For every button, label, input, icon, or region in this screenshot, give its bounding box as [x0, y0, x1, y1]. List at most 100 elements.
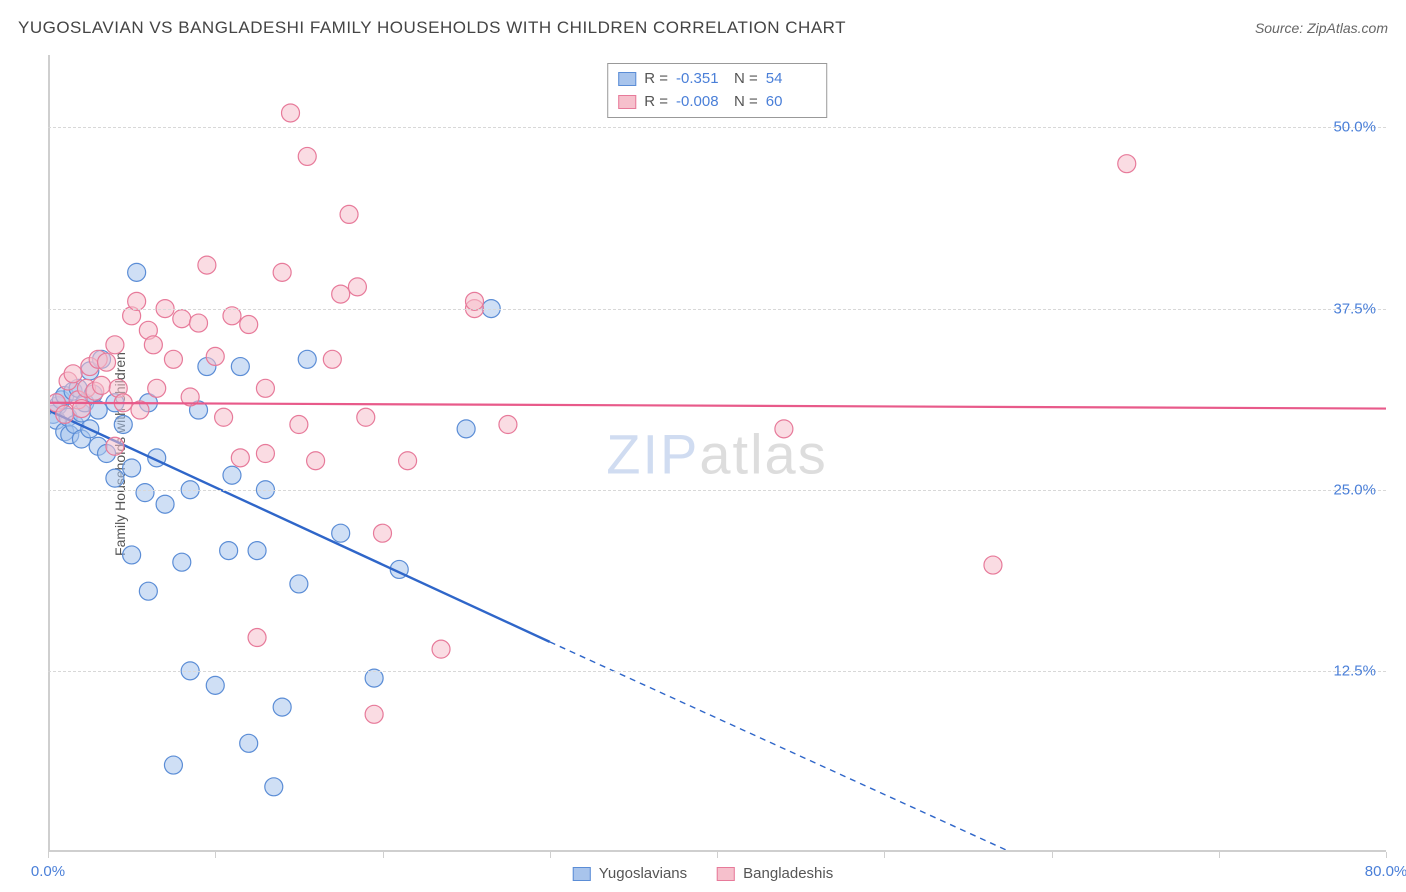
y-tick-label: 12.5% [1333, 662, 1376, 679]
chart-title: YUGOSLAVIAN VS BANGLADESHI FAMILY HOUSEH… [18, 18, 846, 38]
data-point [56, 405, 74, 423]
data-point [231, 358, 249, 376]
data-point [282, 104, 300, 122]
x-tick [717, 852, 718, 858]
data-point [136, 484, 154, 502]
data-point [240, 734, 258, 752]
n-value: 54 [766, 68, 816, 91]
gridline [48, 127, 1386, 128]
data-point [307, 452, 325, 470]
legend-label: Yugoslavians [599, 865, 687, 882]
y-axis-line [48, 55, 50, 852]
stats-row: R = -0.008 N = 60 [618, 91, 816, 114]
x-tick-label: 0.0% [31, 863, 65, 880]
data-point [231, 449, 249, 467]
data-point [148, 379, 166, 397]
legend-label: Bangladeshis [743, 865, 833, 882]
x-tick [1219, 852, 1220, 858]
trend-line-extrapolated [550, 642, 1186, 852]
data-point [273, 263, 291, 281]
r-value: -0.351 [676, 68, 726, 91]
data-point [98, 353, 116, 371]
r-value: -0.008 [676, 91, 726, 114]
data-point [365, 705, 383, 723]
data-point [432, 640, 450, 658]
data-point [248, 629, 266, 647]
data-point [374, 524, 392, 542]
data-point [64, 365, 82, 383]
data-point [357, 408, 375, 426]
data-point [457, 420, 475, 438]
x-tick [550, 852, 551, 858]
legend-swatch [573, 867, 591, 881]
x-tick [1052, 852, 1053, 858]
data-point [399, 452, 417, 470]
data-point [265, 778, 283, 796]
data-point [106, 336, 124, 354]
r-label: R = [644, 91, 668, 114]
x-tick [1386, 852, 1387, 858]
x-tick [48, 852, 49, 858]
data-point [198, 256, 216, 274]
x-tick-label: 80.0% [1365, 863, 1406, 880]
data-point [206, 347, 224, 365]
data-point [256, 379, 274, 397]
n-label: N = [734, 68, 758, 91]
data-point [139, 582, 157, 600]
legend-swatch [717, 867, 735, 881]
data-point [190, 314, 208, 332]
data-point [114, 416, 132, 434]
data-point [173, 553, 191, 571]
y-tick-label: 50.0% [1333, 119, 1376, 136]
data-point [128, 263, 146, 281]
data-point [215, 408, 233, 426]
gridline [48, 490, 1386, 491]
data-point [332, 285, 350, 303]
y-tick-label: 37.5% [1333, 300, 1376, 317]
r-label: R = [644, 68, 668, 91]
data-point [144, 336, 162, 354]
legend-swatch [618, 95, 636, 109]
x-tick [215, 852, 216, 858]
chart-header: YUGOSLAVIAN VS BANGLADESHI FAMILY HOUSEH… [18, 18, 1388, 38]
data-point [240, 316, 258, 334]
chart-area: Family Households with Children ZIPatlas… [48, 55, 1386, 852]
stats-row: R = -0.351 N = 54 [618, 68, 816, 91]
legend-swatch [618, 72, 636, 86]
data-point [164, 756, 182, 774]
n-label: N = [734, 91, 758, 114]
data-point [298, 147, 316, 165]
y-tick-label: 25.0% [1333, 481, 1376, 498]
legend-item: Yugoslavians [573, 865, 687, 882]
data-point [223, 466, 241, 484]
data-point [164, 350, 182, 368]
x-tick [884, 852, 885, 858]
data-point [123, 546, 141, 564]
data-point [106, 437, 124, 455]
data-point [248, 542, 266, 560]
legend-item: Bangladeshis [717, 865, 833, 882]
trend-line [48, 403, 1386, 409]
data-point [206, 676, 224, 694]
data-point [340, 205, 358, 223]
data-point [1118, 155, 1136, 173]
data-point [106, 469, 124, 487]
data-point [499, 416, 517, 434]
n-value: 60 [766, 91, 816, 114]
gridline [48, 671, 1386, 672]
stats-legend: R = -0.351 N = 54 R = -0.008 N = 60 [607, 63, 827, 118]
data-point [348, 278, 366, 296]
gridline [48, 309, 1386, 310]
data-point [290, 575, 308, 593]
data-point [156, 495, 174, 513]
data-point [323, 350, 341, 368]
data-point [123, 459, 141, 477]
data-point [273, 698, 291, 716]
series-legend: Yugoslavians Bangladeshis [573, 865, 833, 882]
data-point [220, 542, 238, 560]
data-point [984, 556, 1002, 574]
data-point [332, 524, 350, 542]
x-tick [383, 852, 384, 858]
source-attribution: Source: ZipAtlas.com [1255, 20, 1388, 36]
data-point [290, 416, 308, 434]
